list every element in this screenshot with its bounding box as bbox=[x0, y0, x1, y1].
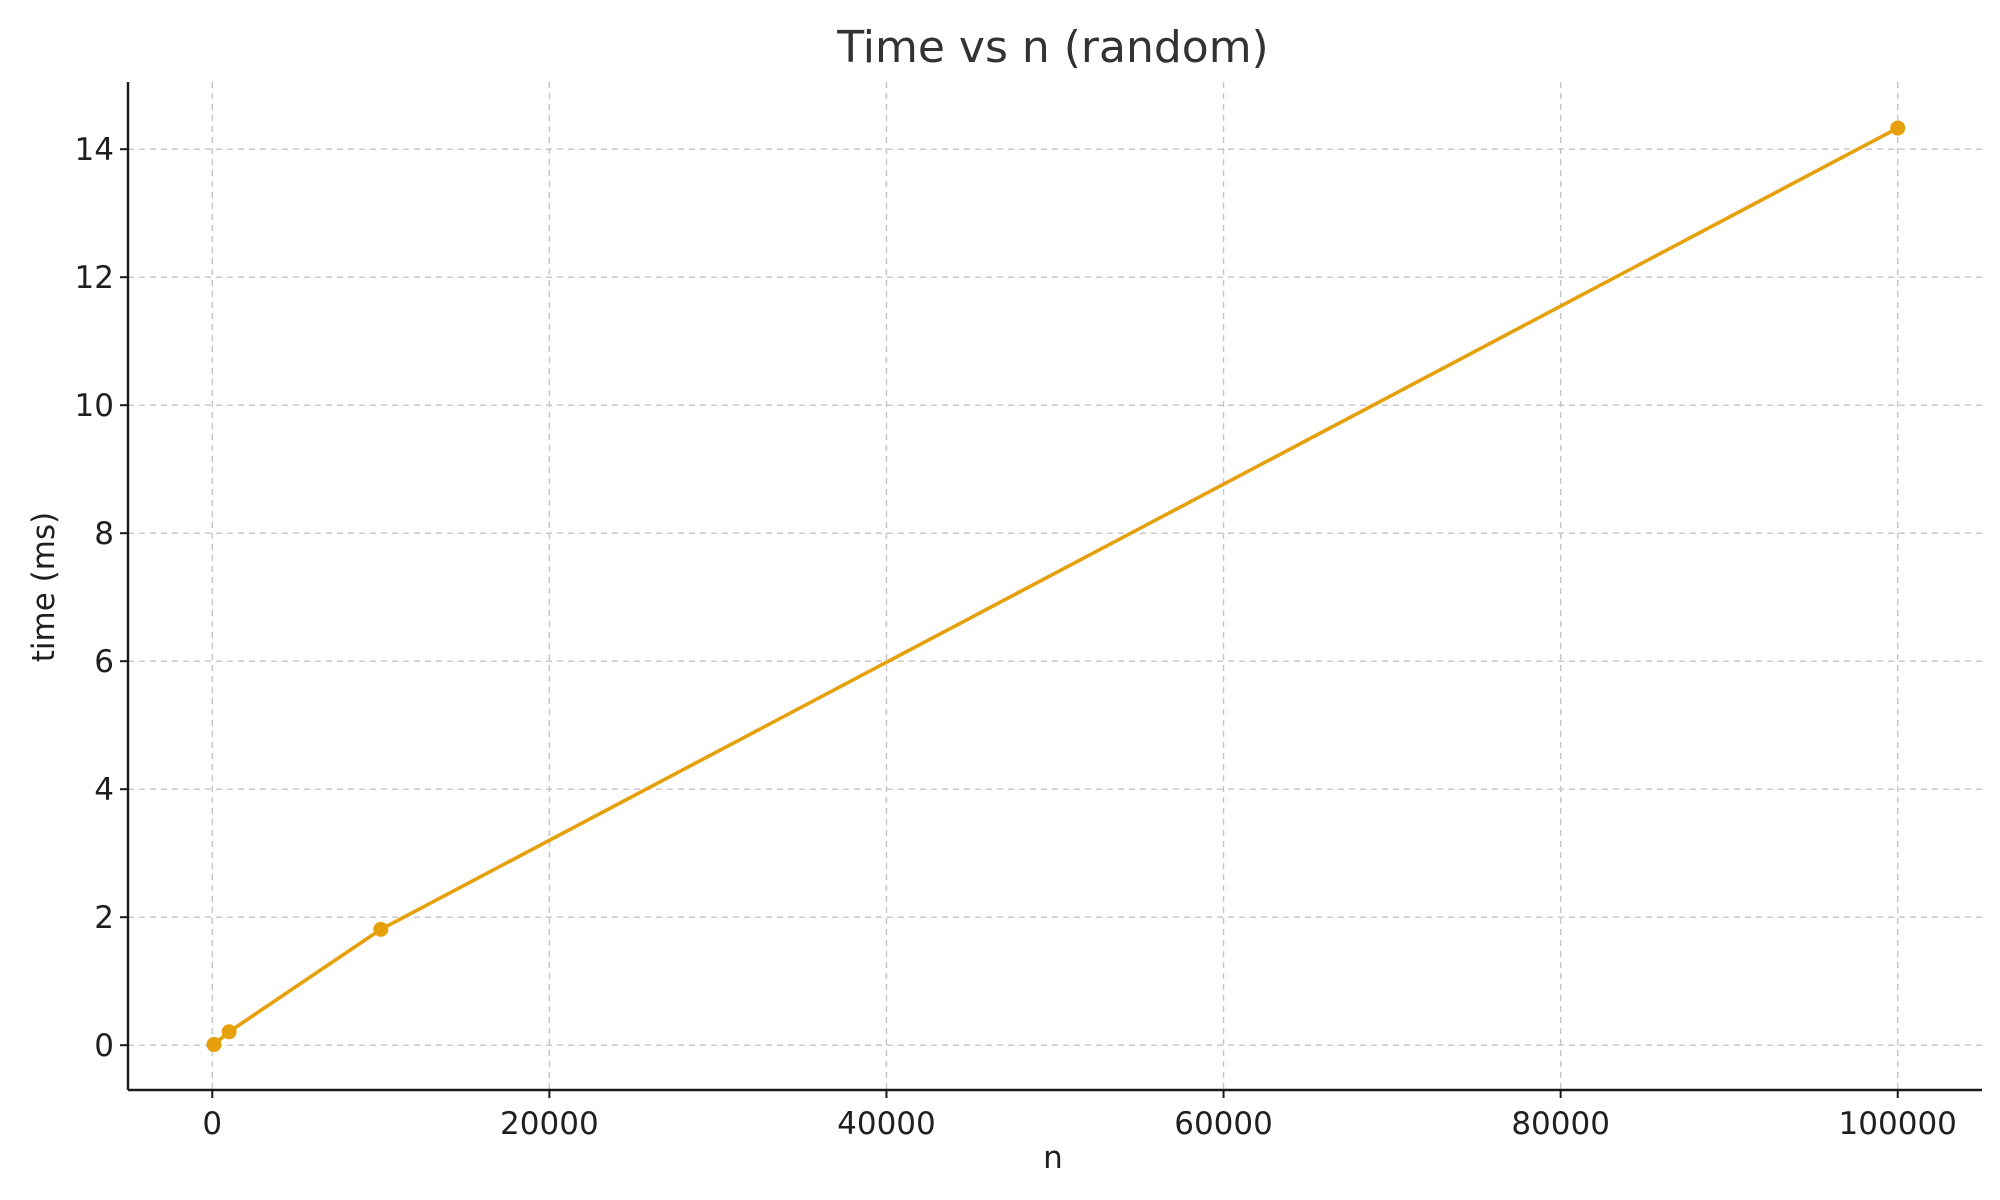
y-axis-label: time (ms) bbox=[26, 512, 62, 662]
series-line-random bbox=[212, 126, 1900, 1047]
y-tick-label: 4 bbox=[94, 772, 114, 808]
y-tick-label: 8 bbox=[94, 516, 114, 552]
x-tick-label: 60000 bbox=[1174, 1106, 1273, 1142]
tick-labels: 0 20000 40000 60000 80000 100000 0 2 4 6 8 10 12 14 bbox=[75, 132, 1957, 1142]
y-tick-label: 12 bbox=[75, 260, 114, 296]
chart-title: Time vs n (random) bbox=[836, 22, 1268, 73]
grid-lines bbox=[128, 82, 1982, 1090]
x-tick-label: 20000 bbox=[500, 1106, 599, 1142]
x-axis-label: n bbox=[1043, 1140, 1063, 1176]
axes bbox=[120, 82, 1982, 1098]
y-tick-label: 6 bbox=[94, 644, 114, 680]
y-tick-label: 0 bbox=[94, 1028, 114, 1064]
data-point bbox=[206, 1037, 222, 1053]
x-tick-label: 100000 bbox=[1839, 1106, 1957, 1142]
data-point bbox=[1890, 120, 1906, 136]
data-point bbox=[221, 1024, 237, 1040]
x-tick-label: 0 bbox=[202, 1106, 222, 1142]
y-tick-label: 10 bbox=[75, 388, 114, 424]
y-tick-label: 2 bbox=[94, 900, 114, 936]
y-tick-label: 14 bbox=[75, 132, 114, 168]
x-tick-label: 80000 bbox=[1511, 1106, 1610, 1142]
data-series bbox=[206, 120, 1906, 1053]
x-tick-label: 40000 bbox=[837, 1106, 936, 1142]
data-point bbox=[373, 921, 389, 937]
